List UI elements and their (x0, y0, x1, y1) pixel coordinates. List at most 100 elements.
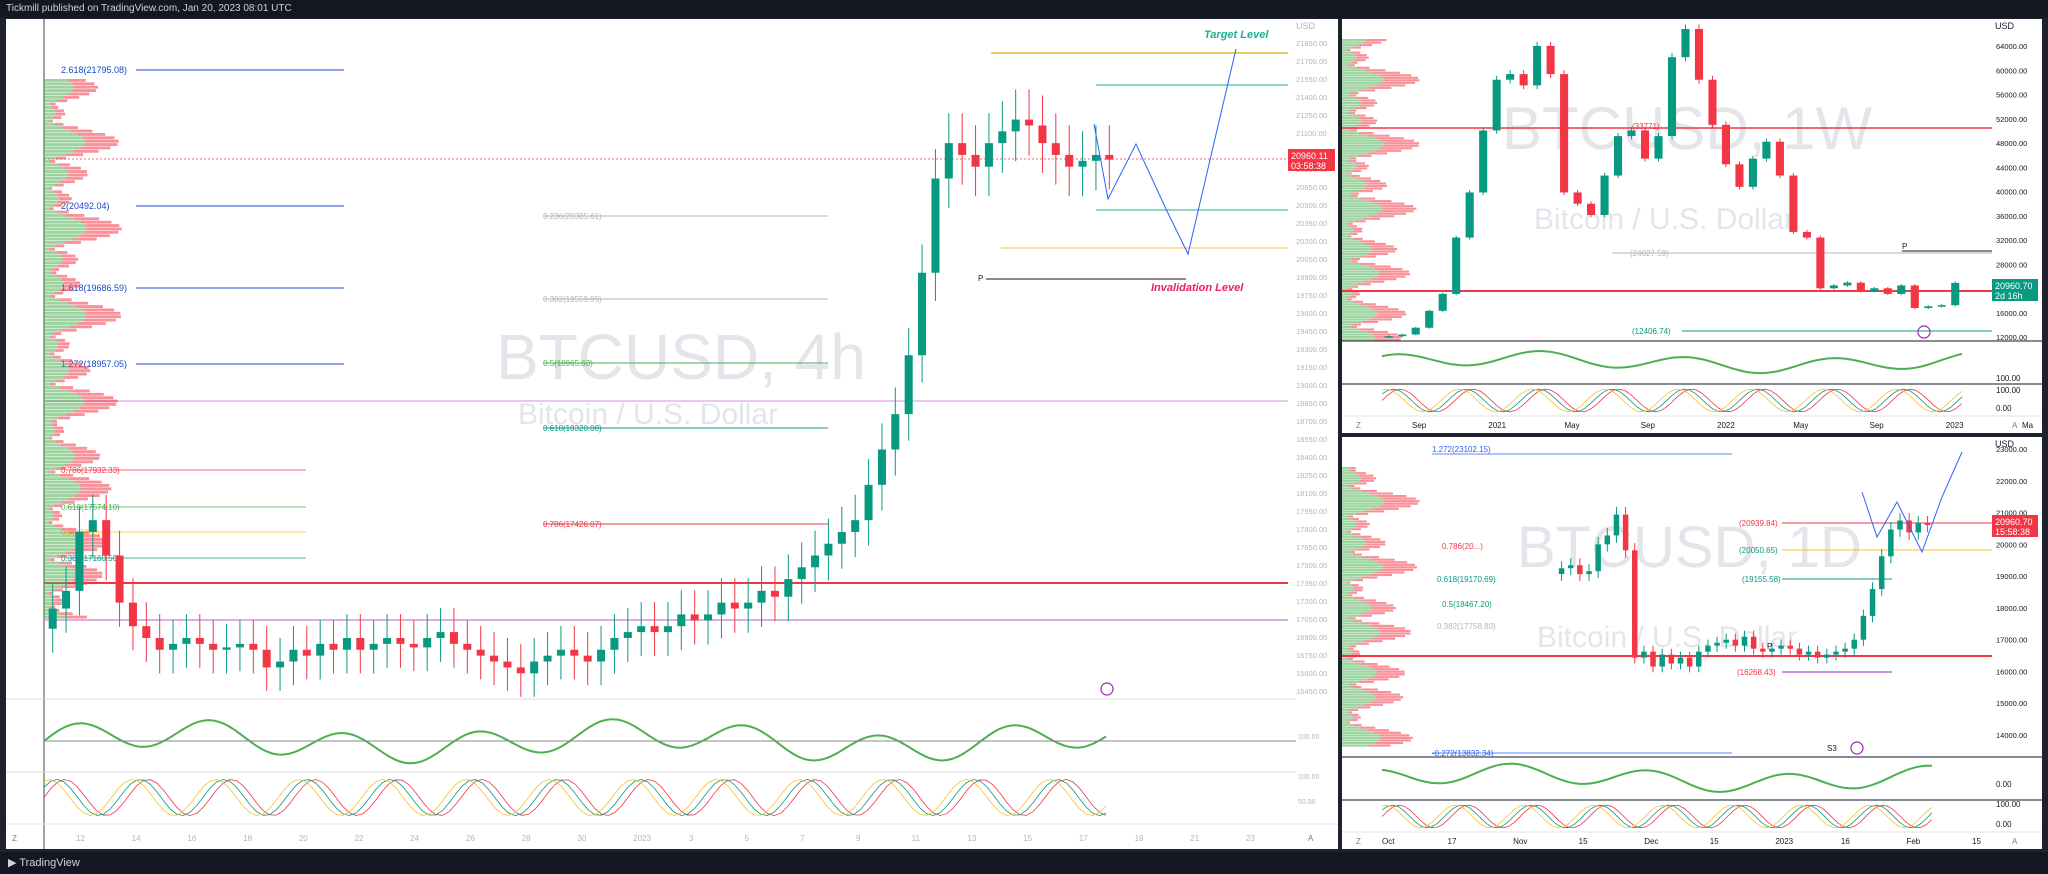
weekly-stoch-tick-0: 100.00 (1996, 386, 2021, 395)
candle-0-10 (182, 637, 191, 644)
candle-1-11 (1533, 45, 1542, 86)
candle-1-4 (1438, 293, 1447, 311)
daily-chart[interactable]: BTCUSD, 1D Bitcoin / U.S. Dollar USD 230… (1342, 437, 2042, 849)
candle-1-25 (1721, 124, 1730, 165)
main-x-tick: 26 (466, 834, 475, 843)
main-x-tick: 23 (1246, 834, 1255, 843)
candle-1-33 (1829, 285, 1838, 289)
main-x-tick: 28 (522, 834, 531, 843)
candle-2-17 (1714, 642, 1720, 646)
candle-2-28 (1814, 651, 1821, 658)
weekly-x-tick: Ma (2022, 421, 2034, 430)
candle-0-23 (356, 637, 365, 650)
fib-extension-label: 1.618(19686.59) (61, 283, 127, 293)
daily-y-axis[interactable]: 23000.00 22000.00 21000.00 20000.00 19000.00… (1996, 445, 2027, 740)
weekly-x-axis[interactable]: Sep 2021 May Sep 2022 May Sep 2023 Ma (1412, 421, 2034, 430)
fib-retracement-label: 0.236(20385.61) (543, 212, 602, 221)
candle-2-26 (1796, 648, 1803, 655)
main-stoch-tick-1: 50.00 (1298, 799, 1316, 806)
main-chart-panel[interactable]: BTCUSD, 4h Bitcoin / U.S. Dollar USD 218… (6, 19, 1338, 849)
candle-0-9 (169, 643, 178, 650)
main-chart[interactable]: BTCUSD, 4h Bitcoin / U.S. Dollar USD 218… (6, 19, 1338, 849)
main-x-axis[interactable]: 12 14 16 18 20 22 24 26 28 30 2023 3 5 7 9 11 13 15 17 19 21… (76, 834, 1255, 843)
candle-0-50 (717, 602, 726, 615)
main-y-tick: 17650.00 (1296, 543, 1327, 552)
candle-2-36 (1888, 529, 1894, 557)
candle-1-13 (1560, 74, 1569, 193)
candle-1-39 (1910, 285, 1919, 308)
left-fib-label: 0.382(17160.50) (61, 554, 120, 563)
candle-0-31 (463, 643, 472, 650)
footer-brand[interactable]: TradingView (19, 857, 80, 869)
candle-1-36 (1870, 288, 1879, 292)
weekly-y-tick: 28000.00 (1996, 260, 2027, 269)
weekly-level-1: (12406.74) (1632, 327, 1671, 336)
main-x-tick: 13 (967, 834, 976, 843)
candle-1-42 (1951, 282, 1960, 306)
weekly-z-button[interactable]: Z (1356, 421, 1361, 430)
daily-level-left-5: -0.272(13832.34) (1432, 749, 1494, 758)
weekly-alert-icon[interactable] (1917, 325, 1931, 339)
weekly-last-price: 20960.70 (1995, 281, 2033, 291)
main-x-tick: 16 (187, 834, 196, 843)
candle-2-14 (1686, 657, 1693, 667)
candle-0-70 (984, 143, 993, 167)
daily-alert-icon[interactable] (1850, 741, 1864, 755)
weekly-chart[interactable]: BTCUSD, 1W Bitcoin / U.S. Dollar USD 640… (1342, 19, 2042, 433)
main-y-tick: 20350.00 (1296, 219, 1327, 228)
tradingview-logo-icon[interactable]: ▶ (8, 857, 17, 869)
daily-chart-panel[interactable]: BTCUSD, 1D Bitcoin / U.S. Dollar USD 230… (1342, 437, 2042, 849)
daily-z-button[interactable]: Z (1356, 837, 1361, 846)
candle-2-3 (1586, 571, 1592, 575)
daily-y-tick: 21000.00 (1996, 509, 2027, 518)
candle-2-10 (1650, 651, 1656, 667)
weekly-stoch-lines (1381, 388, 1963, 413)
main-z-button[interactable]: Z (12, 834, 17, 843)
candle-0-39 (570, 649, 579, 656)
daily-y-tick: 23000.00 (1996, 445, 2027, 454)
candle-1-31 (1802, 231, 1811, 238)
main-y-tick: 17050.00 (1296, 615, 1327, 624)
weekly-y-tick: 64000.00 (1996, 42, 2027, 51)
candle-1-5 (1452, 237, 1461, 294)
weekly-level-0: (24027.59) (1630, 249, 1669, 258)
main-countdown: 03:58:38 (1291, 161, 1326, 171)
weekly-currency: USD (1995, 21, 2015, 31)
candle-0-26 (396, 637, 405, 644)
weekly-y-tick: 44000.00 (1996, 163, 2027, 172)
main-y-tick: 19600.00 (1296, 309, 1327, 318)
daily-y-tick: 15000.00 (1996, 699, 2027, 708)
main-x-tick: 21 (1190, 834, 1199, 843)
main-a-button[interactable]: A (1308, 834, 1314, 843)
candle-0-52 (744, 602, 753, 609)
candle-2-32 (1851, 639, 1857, 649)
daily-x-axis[interactable]: Oct 17 Nov 15 Dec 15 2023 16 Feb 15 (1382, 837, 1981, 846)
candle-1-10 (1519, 74, 1528, 86)
candle-2-25 (1787, 645, 1793, 649)
daily-level-left-3: 0.5(18467.20) (1442, 600, 1492, 609)
weekly-y-tick: 36000.00 (1996, 212, 2027, 221)
main-alert-icon[interactable] (1100, 682, 1114, 696)
daily-projection-path (1861, 451, 1963, 554)
daily-a-button[interactable]: A (2012, 837, 2018, 846)
main-y-axis[interactable]: 21850.00 21700.00 21550.00 21400.00 21250.00… (1296, 39, 1327, 696)
candle-2-8 (1632, 550, 1638, 658)
candle-0-4 (102, 520, 111, 556)
main-x-tick: 15 (1023, 834, 1032, 843)
main-y-tick: 17200.00 (1296, 597, 1327, 606)
daily-level-right-0: (20939.84) (1739, 519, 1778, 528)
candle-2-0 (1558, 568, 1565, 575)
candle-0-3 (88, 520, 97, 532)
weekly-x-tick: 2023 (1946, 421, 1964, 430)
footer-bar: ▶ TradingView (0, 852, 2048, 874)
daily-candles (1558, 506, 1931, 673)
weekly-a-button[interactable]: A (2012, 421, 2018, 430)
daily-level-right-3: (16268.43) (1737, 668, 1776, 677)
daily-level-left-4: 0.382(17758.80) (1437, 622, 1496, 631)
daily-stoch-tick-1: 0.00 (1996, 820, 2012, 829)
weekly-chart-panel[interactable]: BTCUSD, 1W Bitcoin / U.S. Dollar USD 640… (1342, 19, 2042, 433)
candle-1-8 (1492, 79, 1501, 131)
main-y-tick: 21850.00 (1296, 39, 1327, 48)
weekly-level-2: (33771) (1632, 122, 1660, 131)
daily-x-tick: Dec (1644, 837, 1658, 846)
